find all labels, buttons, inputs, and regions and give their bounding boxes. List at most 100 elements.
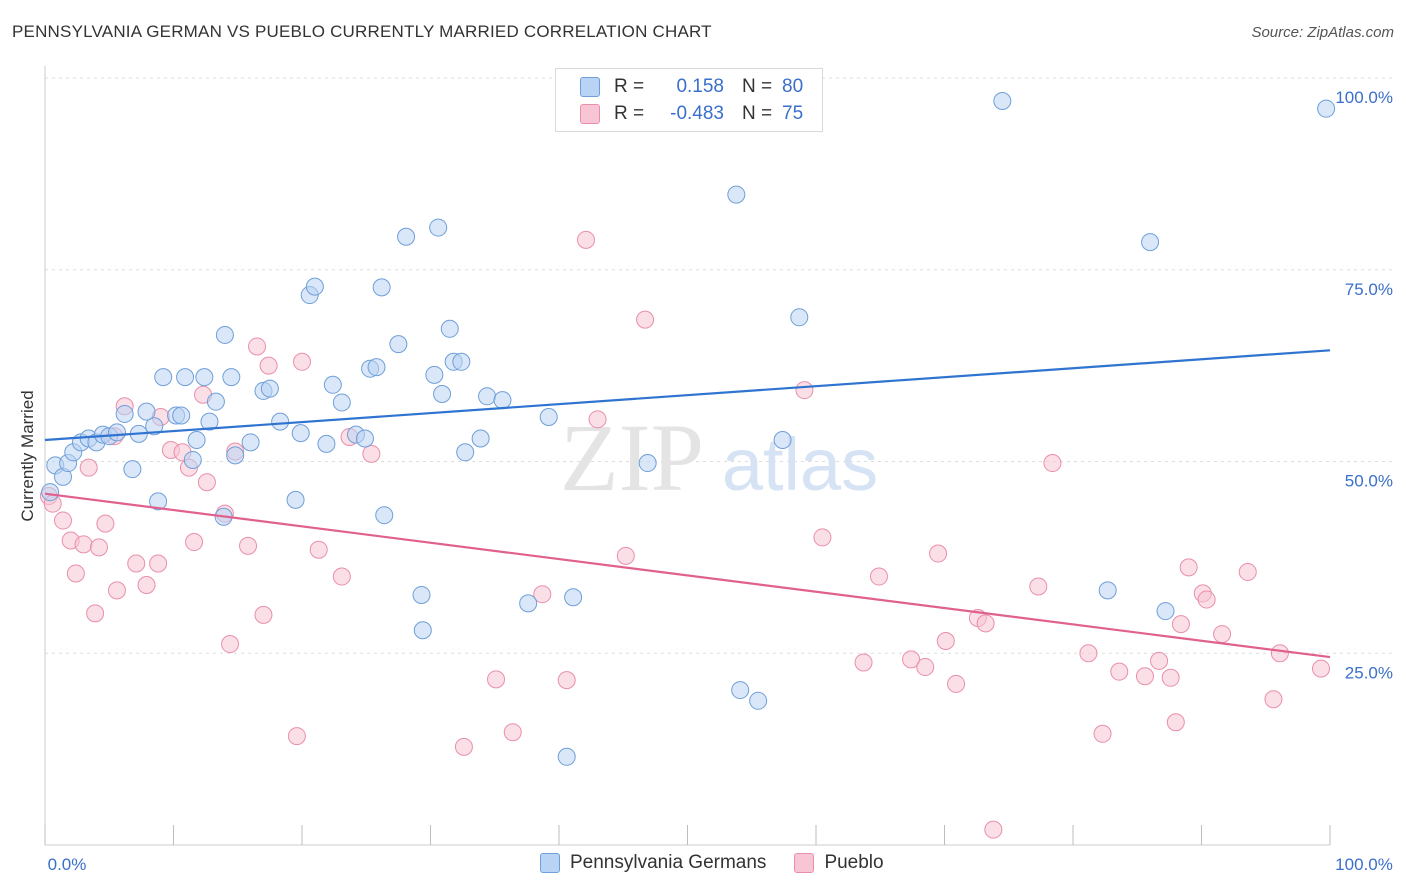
pennsylvania-germans-point <box>145 417 164 436</box>
r-value: 0.158 <box>676 76 724 97</box>
pueblo-point <box>616 546 635 565</box>
pennsylvania-germans-point <box>123 460 142 479</box>
pennsylvania-germans-point <box>433 385 452 404</box>
trendline-pennsylvania-germans <box>44 349 1331 442</box>
pennsylvania-germans-point <box>731 681 750 700</box>
pueblo-point <box>869 567 888 586</box>
pueblo-point <box>248 337 267 356</box>
pennsylvania-germans-point <box>425 365 444 384</box>
pennsylvania-germans-point <box>355 429 374 448</box>
y-axis-label: Currently Married <box>18 390 37 522</box>
pueblo-point <box>293 352 311 371</box>
n-label: N = <box>742 76 773 97</box>
watermark-zip: ZIP <box>560 404 704 511</box>
pueblo-point <box>1312 659 1331 678</box>
pueblo-point <box>1166 713 1185 732</box>
pueblo-point <box>984 820 1003 839</box>
pennsylvania-germans-point <box>154 368 173 387</box>
n-value: 80 <box>782 76 804 97</box>
pennsylvania-germans-point <box>372 278 391 297</box>
legend-item-pennsylvania-germans[interactable]: Pennsylvania Germans <box>540 852 766 874</box>
pueblo-point <box>1110 662 1129 681</box>
pennsylvania-germans-point <box>519 594 538 613</box>
pennsylvania-germans-point <box>456 443 475 462</box>
pueblo-point <box>1264 690 1283 709</box>
pennsylvania-germans-point <box>115 404 134 423</box>
pueblo-point <box>332 567 351 586</box>
pennsylvania-germans-point <box>375 506 394 525</box>
pennsylvania-germans-point <box>183 450 202 469</box>
pennsylvania-germans-point <box>222 368 241 387</box>
pueblo-point <box>1161 668 1180 687</box>
pennsylvania-germans-point <box>137 402 156 421</box>
pueblo-point <box>1197 590 1216 609</box>
legend-row-pennsylvania-germans: R = 0.158 N = 80 <box>580 74 803 100</box>
pennsylvania-germans-point <box>773 431 792 450</box>
pennsylvania-germans-point <box>478 387 497 406</box>
legend-swatch-pink <box>794 853 815 873</box>
pueblo-point <box>86 604 105 623</box>
pennsylvania-germans-point <box>429 218 448 237</box>
r-label: R = <box>614 103 645 124</box>
pennsylvania-germans-point <box>317 434 336 453</box>
pennsylvania-germans-point <box>260 379 279 398</box>
pueblo-point <box>588 410 607 429</box>
legend-item-pueblo[interactable]: Pueblo <box>794 852 884 874</box>
pennsylvania-germans-point <box>412 585 431 604</box>
pueblo-point <box>947 674 966 693</box>
pennsylvania-germans-point <box>493 391 512 410</box>
n-label: N = <box>742 103 773 124</box>
pennsylvania-germans-point <box>452 352 471 371</box>
pueblo-point <box>149 554 168 573</box>
x-tick-label: 100.0% <box>1335 855 1393 874</box>
trendlines <box>44 349 1331 659</box>
pueblo-point <box>854 653 873 672</box>
pueblo-point <box>902 650 921 669</box>
pennsylvania-germans-point <box>291 424 310 443</box>
pueblo-point <box>137 575 156 594</box>
n-value: 75 <box>782 103 804 124</box>
pennsylvania-germans-point <box>172 406 191 425</box>
pueblo-point <box>79 458 98 477</box>
pennsylvania-germans-point <box>206 392 225 411</box>
series-legend: Pennsylvania Germans Pueblo <box>540 852 912 874</box>
pennsylvania-germans-point <box>149 492 168 511</box>
pennsylvania-germans-point <box>305 277 324 296</box>
legend-label: Pueblo <box>824 852 884 873</box>
stats-legend: R = 0.158 N = 80 R = -0.483 N = 75 <box>555 68 823 132</box>
pennsylvania-germans-point <box>389 335 408 354</box>
pueblo-point <box>127 554 146 573</box>
pennsylvania-germans-point <box>241 433 260 452</box>
watermark: ZIP atlas <box>560 404 878 511</box>
pueblo-point <box>1179 558 1198 577</box>
pueblo-point <box>239 536 258 555</box>
pennsylvania-germans-point <box>187 431 206 450</box>
pueblo-point <box>795 381 814 400</box>
pueblo-point <box>1171 615 1190 634</box>
pennsylvania-germans-point <box>471 429 490 448</box>
pennsylvania-germans-point <box>397 227 416 246</box>
pueblo-point <box>66 564 85 583</box>
pueblo-point <box>1213 625 1232 644</box>
legend-label: Pennsylvania Germans <box>570 852 767 873</box>
pennsylvania-germans-point <box>557 747 576 766</box>
pueblo-point <box>1238 562 1257 581</box>
pennsylvania-germans-point <box>271 412 290 431</box>
pueblo-point <box>197 473 216 492</box>
pueblo-point <box>1029 577 1048 596</box>
pueblo-point <box>576 230 595 249</box>
pueblo-point <box>362 444 381 463</box>
pueblo-point <box>813 528 832 547</box>
series-pennsylvania-germans-points <box>41 69 1336 766</box>
legend-swatch-blue <box>580 77 600 97</box>
pennsylvania-germans-point <box>749 691 768 710</box>
pueblo-point <box>936 631 955 650</box>
pennsylvania-germans-point <box>107 423 126 442</box>
pueblo-point <box>503 723 522 742</box>
tick-labels: 0.0% 100.0% 25.0% 50.0% 75.0% 100.0% <box>48 88 1393 874</box>
source-label: Source: ZipAtlas.com <box>1251 24 1394 41</box>
pueblo-point <box>533 585 552 604</box>
pueblo-point <box>309 540 328 559</box>
pueblo-point <box>89 538 108 557</box>
y-tick-label: 100.0% <box>1335 88 1393 107</box>
